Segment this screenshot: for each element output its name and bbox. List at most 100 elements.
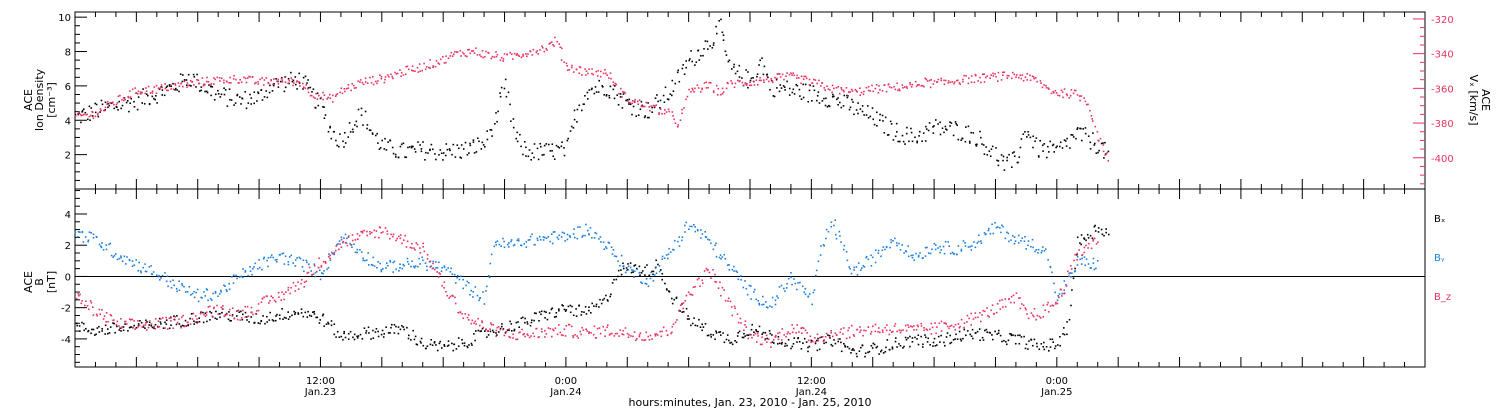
by-point [856, 274, 859, 276]
bx-point [564, 310, 567, 312]
bz-point [231, 307, 234, 309]
vx-point [164, 87, 167, 90]
ion-density-point [472, 139, 475, 141]
vx-point [997, 80, 999, 82]
bx-point [438, 342, 441, 345]
bz-point [403, 239, 405, 241]
ion-density-point [1104, 141, 1106, 144]
ion-density-point [979, 130, 981, 133]
bz-point [194, 321, 197, 323]
by-point [593, 237, 596, 239]
bz-point [180, 326, 182, 329]
by-point [697, 229, 699, 232]
bx-point [1083, 238, 1086, 240]
bz-point [366, 234, 368, 237]
vx-point [103, 109, 106, 112]
vx-point [869, 90, 872, 92]
bz-point [252, 313, 254, 316]
bz-point [1032, 314, 1034, 317]
by-point [681, 236, 684, 238]
by-point [985, 233, 987, 235]
ion-density-point [533, 143, 536, 145]
ion-density-point [1022, 133, 1025, 135]
ion-density-point [407, 146, 409, 149]
by-point [426, 265, 428, 268]
ion-density-point [371, 133, 374, 135]
ion-density-point [641, 104, 644, 107]
vx-point [450, 51, 453, 54]
bx-point [122, 326, 125, 328]
ion-density-point [438, 154, 440, 156]
bx-point [992, 338, 994, 341]
bx-point [550, 308, 553, 311]
bx-point [1003, 339, 1005, 342]
bx-point [861, 344, 864, 346]
bz-point [780, 339, 783, 341]
bx-point [279, 317, 281, 320]
by-point [610, 246, 613, 248]
bx-point [477, 329, 480, 332]
by-point [603, 248, 606, 250]
vx-point [634, 98, 636, 101]
ion-density-point [129, 102, 131, 104]
vx-point [1011, 77, 1013, 80]
bx-point [1018, 342, 1021, 345]
bx-point [694, 324, 697, 327]
by-point [167, 285, 169, 288]
vx-point [414, 70, 416, 72]
ion-density-point [855, 109, 858, 111]
bz-point [737, 321, 740, 324]
bz-point [1097, 241, 1099, 243]
ion-density-point [711, 47, 714, 49]
bz-point [1047, 301, 1049, 304]
ion-density-point [928, 122, 931, 124]
ion-density-point [236, 93, 239, 96]
vx-point [947, 82, 950, 84]
by-point [811, 303, 813, 306]
bx-point [853, 349, 855, 352]
bz-point [80, 302, 83, 305]
by-point [791, 283, 793, 286]
bz-point [142, 324, 145, 327]
bx-point [1062, 333, 1064, 335]
bx-point [610, 293, 612, 296]
bx-point [216, 318, 218, 320]
bz-point [849, 336, 851, 339]
ion-density-point [458, 147, 460, 150]
bz-point [454, 296, 456, 299]
bz-point [777, 332, 779, 335]
by-point [314, 275, 317, 278]
vx-point [423, 62, 425, 65]
bx-point [382, 336, 385, 338]
by-point [483, 303, 486, 305]
bx-point [455, 348, 458, 350]
vx-point [320, 96, 322, 99]
vx-point [628, 102, 630, 104]
bx-point [904, 336, 907, 339]
by-point [131, 265, 134, 267]
by-point [1096, 260, 1099, 262]
vx-point [1048, 88, 1050, 90]
ion-density-point [126, 100, 129, 102]
bx-point [671, 302, 674, 305]
bz-point [957, 323, 960, 325]
ion-density-point [494, 123, 496, 125]
ion-density-point [972, 132, 975, 134]
bz-point [369, 231, 371, 233]
by-point [599, 236, 602, 238]
ion-density-point [802, 96, 805, 99]
ion-density-point [576, 108, 579, 111]
by-point [668, 247, 670, 250]
bx-point [389, 332, 391, 334]
vx-point [757, 84, 759, 86]
ion-density-point [842, 105, 845, 107]
bx-point [372, 337, 375, 339]
bottom-left-label-line-2: B [33, 278, 46, 286]
bz-point [970, 324, 972, 326]
by-point [640, 281, 642, 284]
by-point [881, 249, 884, 252]
bz-point [1070, 268, 1073, 270]
ion-density-point [881, 114, 884, 117]
by-point [653, 274, 656, 276]
bx-point [168, 327, 171, 330]
